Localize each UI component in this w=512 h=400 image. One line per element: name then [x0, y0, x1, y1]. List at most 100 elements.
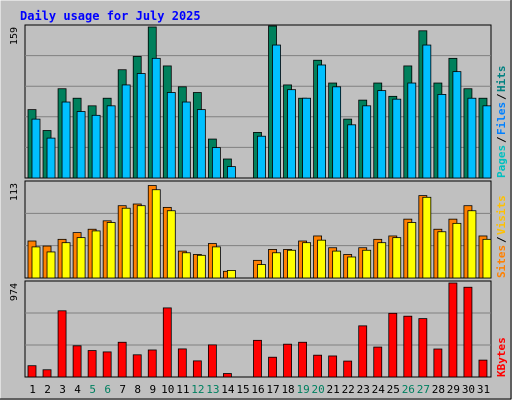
bar-sites-day-25	[392, 237, 402, 279]
bar-files-day-17	[272, 44, 281, 179]
x-tick-day-29: 29	[447, 383, 460, 396]
x-tick-day-27: 27	[417, 383, 430, 396]
bar-sites-day-13	[211, 246, 221, 279]
bar-files-day-31	[482, 105, 492, 179]
x-tick-day-18: 18	[281, 383, 294, 396]
x-tick-day-22: 22	[342, 383, 355, 396]
x-tick-day-2: 2	[44, 383, 51, 396]
bar-sites-day-27	[422, 196, 432, 279]
x-tick-day-24: 24	[372, 383, 386, 396]
x-tick-day-30: 30	[462, 383, 475, 396]
bar-files-day-27	[422, 44, 432, 179]
bar-sites-day-14	[227, 270, 236, 279]
bar-files-day-8	[136, 73, 146, 179]
panel-visits: 113 Sites /Visits	[9, 180, 508, 279]
x-tick-day-20: 20	[312, 383, 325, 396]
bar-sites-day-5	[91, 230, 101, 279]
bar-files-day-21	[332, 86, 342, 179]
bar-kbytes-day-12	[192, 360, 202, 378]
legend-label-hits: Hits	[495, 66, 508, 93]
bar-sites-day-22	[347, 256, 357, 279]
x-tick-day-13: 13	[206, 383, 219, 396]
bar-files-day-19	[302, 97, 311, 179]
bar-kbytes-day-9	[147, 349, 157, 378]
bar-sites-day-17	[272, 252, 281, 279]
x-tick-day-6: 6	[104, 383, 111, 396]
bar-sites-day-9	[151, 189, 161, 279]
bar-sites-day-2	[46, 251, 56, 279]
bar-files-day-2	[46, 137, 56, 179]
bar-sites-day-6	[106, 222, 116, 279]
bar-files-day-12	[196, 109, 206, 179]
bar-sites-day-28	[437, 231, 447, 279]
bar-kbytes-day-6	[102, 351, 112, 378]
bar-files-day-24	[377, 90, 387, 179]
bar-sites-day-18	[287, 249, 296, 279]
bar-sites-day-12	[196, 254, 206, 279]
bar-sites-day-23	[362, 249, 372, 279]
bar-files-day-25	[392, 98, 402, 179]
bar-kbytes-day-22	[343, 360, 353, 378]
bar-sites-day-19	[302, 242, 311, 279]
bar-sites-day-7	[121, 207, 131, 279]
bar-sites-day-16	[257, 264, 266, 279]
bar-sites-day-24	[377, 242, 387, 279]
x-tick-day-28: 28	[432, 383, 445, 396]
legend-label-files: Files	[495, 102, 508, 135]
bar-kbytes-day-23	[358, 325, 368, 378]
y-max-label-hits: 159	[9, 27, 20, 45]
x-tick-day-5: 5	[89, 383, 96, 396]
y-max-label-visits: 113	[9, 183, 20, 201]
bar-kbytes-day-7	[117, 341, 127, 378]
bar-files-day-6	[106, 105, 116, 179]
bar-files-day-10	[166, 92, 176, 179]
bar-kbytes-day-27	[418, 318, 428, 378]
legend-label-sites: Sites	[495, 245, 508, 278]
bar-kbytes-day-26	[403, 315, 413, 378]
bar-kbytes-day-5	[87, 350, 97, 378]
bar-kbytes-day-3	[57, 310, 67, 378]
bar-kbytes-day-13	[207, 344, 217, 378]
bar-files-day-29	[452, 71, 462, 179]
bar-kbytes-day-28	[433, 348, 443, 378]
bar-files-day-22	[347, 124, 357, 179]
bar-sites-day-10	[166, 210, 176, 279]
bar-files-day-23	[362, 105, 372, 179]
legend-label-kbytes: KBytes	[495, 337, 508, 377]
legend-separator: /	[495, 136, 508, 143]
bar-files-day-3	[61, 101, 71, 179]
bar-files-day-30	[467, 97, 477, 179]
x-tick-day-10: 10	[161, 383, 174, 396]
x-tick-day-19: 19	[296, 383, 309, 396]
bar-kbytes-day-17	[268, 356, 277, 378]
bar-kbytes-day-10	[162, 307, 172, 378]
chart-panels: 159Pages/Files/Hits113Sites/Visits974KBy…	[9, 24, 508, 378]
bar-kbytes-day-4	[72, 345, 82, 378]
bar-kbytes-day-30	[463, 286, 473, 378]
bar-kbytes-day-19	[298, 341, 307, 378]
bar-sites-day-4	[76, 237, 86, 279]
bar-kbytes-day-29	[448, 282, 458, 378]
bar-sites-day-1	[31, 246, 41, 279]
bar-files-day-11	[181, 101, 191, 179]
bar-kbytes-day-16	[253, 339, 262, 378]
bar-files-day-9	[151, 57, 161, 179]
bar-files-day-5	[91, 114, 101, 179]
x-tick-day-21: 21	[327, 383, 340, 396]
x-tick-day-9: 9	[149, 383, 156, 396]
x-tick-day-16: 16	[251, 383, 264, 396]
x-tick-day-15: 15	[236, 383, 249, 396]
legend-separator: /	[495, 93, 508, 100]
bar-sites-day-31	[482, 238, 492, 279]
legend-separator: /	[495, 236, 508, 243]
bar-kbytes-day-21	[328, 355, 338, 378]
bar-sites-day-26	[407, 222, 417, 279]
bar-kbytes-day-2	[42, 369, 52, 378]
bar-files-day-14	[227, 166, 236, 179]
bar-sites-day-21	[332, 250, 342, 279]
bar-kbytes-day-14	[223, 373, 232, 378]
bar-kbytes-day-8	[132, 354, 142, 378]
x-tick-day-11: 11	[176, 383, 189, 396]
x-tick-day-17: 17	[266, 383, 279, 396]
